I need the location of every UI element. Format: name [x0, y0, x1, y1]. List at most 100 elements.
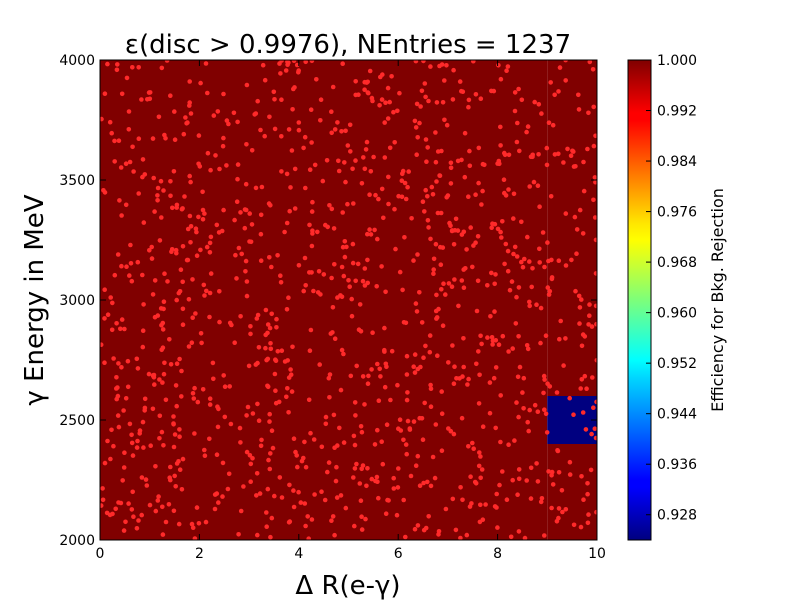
scatter-point — [193, 226, 199, 231]
scatter-point — [188, 224, 194, 229]
scatter-point — [541, 373, 547, 379]
scatter-point — [593, 435, 597, 441]
scatter-point — [492, 309, 497, 314]
scatter-point — [247, 211, 252, 216]
scatter-point — [262, 133, 268, 139]
scatter-point — [387, 145, 393, 151]
scatter-point — [140, 328, 146, 334]
scatter-point — [411, 258, 416, 263]
scatter-point — [556, 506, 562, 511]
scatter-point — [450, 97, 456, 102]
scatter-point — [249, 148, 255, 153]
scatter-point — [498, 393, 504, 398]
scatter-point — [177, 356, 182, 362]
scatter-point — [461, 364, 467, 370]
scatter-point — [158, 178, 164, 184]
scatter-point — [207, 250, 213, 255]
scatter-point — [418, 104, 423, 109]
scatter-point — [336, 158, 341, 164]
scatter-point — [272, 97, 277, 102]
scatter-point — [420, 199, 426, 204]
scatter-point — [451, 67, 456, 73]
colorbar-tick-label: 0.952 — [657, 356, 697, 372]
scatter-point — [473, 92, 479, 97]
scatter-point — [480, 188, 485, 194]
scatter-point — [318, 292, 323, 297]
scatter-point — [235, 162, 241, 167]
scatter-point — [419, 416, 425, 421]
colorbar-ticks: 0.928 0.936 0.944 0.952 0.960 0.968 0.976 0.984… — [646, 53, 697, 524]
scatter-point — [217, 289, 222, 294]
scatter-point — [363, 516, 368, 522]
scatter-point — [585, 481, 590, 486]
scatter-point — [135, 366, 141, 371]
scatter-point — [130, 65, 135, 70]
scatter-point — [320, 178, 326, 184]
scatter-point — [414, 152, 420, 157]
scatter-point — [286, 520, 292, 525]
scatter-point — [302, 134, 308, 140]
scatter-point — [147, 96, 153, 102]
scatter-point — [397, 269, 403, 275]
scatter-point — [311, 437, 317, 442]
scatter-point — [243, 258, 249, 264]
scatter-point — [403, 196, 409, 202]
scatter-point — [168, 193, 173, 199]
scatter-point — [364, 483, 369, 489]
scatter-point — [203, 61, 209, 66]
scatter-point — [214, 222, 220, 228]
scatter-point — [279, 134, 284, 139]
scatter-point — [549, 276, 555, 282]
scatter-point — [258, 231, 264, 237]
scatter-point — [534, 302, 539, 308]
scatter-point — [421, 527, 427, 533]
scatter-point — [576, 293, 582, 299]
scatter-point — [309, 209, 315, 214]
scatter-point — [121, 408, 126, 413]
scatter-point — [479, 467, 485, 472]
scatter-point — [470, 440, 475, 446]
scatter-point — [194, 229, 199, 235]
scatter-point — [226, 471, 232, 477]
scatter-point — [115, 385, 120, 390]
scatter-point — [109, 327, 115, 333]
scatter-point — [105, 61, 110, 67]
scatter-point — [400, 287, 405, 293]
scatter-point — [219, 228, 225, 234]
colorbar-tick-label: 0.976 — [657, 205, 697, 221]
scatter-point — [269, 311, 275, 317]
scatter-point — [255, 401, 260, 407]
scatter-point — [550, 122, 556, 128]
scatter-point — [285, 386, 290, 391]
scatter-point — [212, 492, 218, 497]
scatter-point — [471, 243, 476, 248]
scatter-point — [353, 158, 358, 163]
scatter-point — [325, 469, 330, 475]
scatter-point — [136, 518, 141, 523]
scatter-point — [309, 140, 314, 145]
scatter-point — [404, 397, 410, 403]
scatter-point — [241, 484, 246, 489]
scatter-point — [471, 60, 476, 64]
scatter-point — [417, 290, 422, 295]
scatter-point — [521, 375, 527, 381]
scatter-point — [221, 373, 226, 378]
scatter-point — [542, 264, 547, 270]
scatter-point — [341, 273, 347, 279]
scatter-point — [428, 382, 433, 388]
scatter-point — [489, 88, 494, 94]
scatter-point — [234, 199, 240, 204]
scatter-point — [150, 406, 156, 412]
scatter-point — [519, 259, 524, 265]
scatter-point — [296, 263, 302, 268]
scatter-point — [468, 225, 474, 230]
scatter-point — [200, 189, 205, 195]
scatter-point — [263, 345, 268, 351]
scatter-point — [451, 381, 457, 387]
scatter-point — [258, 212, 264, 218]
scatter-point — [130, 453, 136, 458]
scatter-point — [561, 363, 566, 368]
scatter-point — [116, 138, 122, 143]
scatter-point — [176, 459, 181, 464]
scatter-point — [363, 147, 369, 152]
